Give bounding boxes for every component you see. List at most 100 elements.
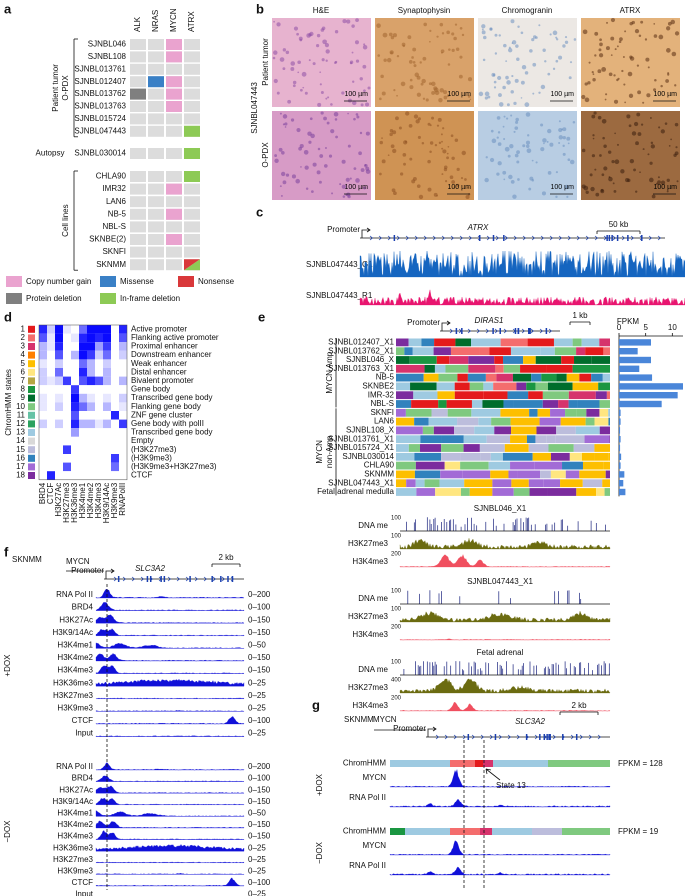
track-label: H3K9me3 bbox=[57, 704, 93, 713]
cell-dot bbox=[592, 73, 595, 76]
state-block bbox=[512, 373, 532, 382]
exon bbox=[543, 734, 546, 740]
promoter-arrow bbox=[427, 726, 437, 737]
cell-dot bbox=[674, 84, 677, 87]
heat-cell bbox=[111, 376, 119, 386]
cell-dot bbox=[467, 186, 470, 189]
mark-label: H3K27Ac bbox=[54, 483, 63, 517]
heat-cell bbox=[71, 445, 79, 454]
cell-dot bbox=[324, 43, 330, 48]
state-label: CTCF bbox=[131, 471, 152, 480]
cell-dot bbox=[276, 91, 280, 95]
chevron bbox=[489, 734, 494, 740]
track-label: BRD4 bbox=[72, 603, 94, 612]
cell-dot bbox=[328, 154, 333, 158]
cell-dot bbox=[355, 178, 360, 183]
signal bbox=[389, 866, 611, 876]
cell-dot bbox=[624, 30, 627, 33]
cell-dot bbox=[532, 92, 535, 95]
scale-bar-label: 100 µm bbox=[448, 91, 472, 98]
heat-cell bbox=[111, 402, 119, 411]
scale-bar-label: 100 µm bbox=[654, 91, 678, 98]
state-swatch bbox=[28, 403, 35, 411]
exon bbox=[189, 576, 191, 582]
state-block bbox=[479, 347, 490, 356]
cell-dot bbox=[441, 32, 445, 35]
cell-dot bbox=[503, 43, 507, 48]
state-block bbox=[575, 426, 600, 435]
alteration bbox=[130, 88, 146, 100]
cell bbox=[166, 171, 182, 182]
heat-cell bbox=[87, 462, 95, 472]
legend-swatch bbox=[100, 276, 116, 287]
state-block bbox=[396, 373, 424, 382]
heat-cell bbox=[79, 419, 87, 429]
cell-dot bbox=[654, 79, 657, 82]
heat-cell bbox=[55, 411, 63, 420]
cell-dot bbox=[634, 28, 640, 34]
cell-dot bbox=[600, 189, 605, 194]
state-block bbox=[569, 452, 582, 461]
cell-dot bbox=[403, 162, 406, 166]
cell-dot bbox=[311, 190, 314, 194]
cell-dot bbox=[594, 54, 597, 57]
state-swatch bbox=[28, 394, 35, 402]
cell-dot bbox=[341, 184, 346, 189]
cell-dot bbox=[562, 44, 566, 48]
cell-dot bbox=[506, 117, 509, 120]
heat-cell bbox=[95, 462, 103, 472]
cell-dot bbox=[606, 21, 608, 24]
cell-dot bbox=[327, 96, 330, 99]
cell-dot bbox=[303, 149, 309, 155]
cell-dot bbox=[581, 148, 586, 153]
cell-dot bbox=[593, 111, 597, 115]
cell-dot bbox=[564, 184, 569, 190]
cell-dot bbox=[333, 111, 339, 117]
heat-cell bbox=[95, 342, 103, 351]
cell-dot bbox=[352, 80, 355, 83]
state-block bbox=[556, 373, 567, 382]
track-range: 0–150 bbox=[248, 666, 271, 675]
cell-dot bbox=[379, 97, 382, 101]
exon bbox=[606, 235, 608, 241]
cell bbox=[130, 148, 146, 159]
chevron bbox=[531, 235, 536, 241]
chevron bbox=[570, 734, 575, 740]
state-block bbox=[408, 338, 422, 347]
cell-dot bbox=[459, 26, 463, 30]
sample-label: SJNBL013762 bbox=[74, 89, 126, 98]
heat-cell bbox=[71, 393, 79, 403]
heat-cell bbox=[55, 436, 63, 446]
state-block bbox=[547, 488, 577, 496]
cell-dot bbox=[569, 159, 575, 165]
chevron bbox=[396, 235, 401, 241]
cell-dot bbox=[583, 185, 589, 191]
cell-dot bbox=[610, 54, 613, 57]
chevron bbox=[588, 734, 593, 740]
state-block bbox=[542, 400, 559, 408]
track-scale: 200 bbox=[391, 696, 402, 702]
state-block bbox=[396, 461, 416, 470]
heat-cell bbox=[111, 436, 119, 446]
cell-dot bbox=[308, 140, 312, 144]
heat-cell bbox=[63, 419, 71, 429]
cell-dot bbox=[302, 86, 305, 89]
heat-cell bbox=[119, 385, 127, 394]
cell-dot bbox=[644, 38, 648, 41]
track-label: DNA me bbox=[358, 665, 388, 674]
cell-dot bbox=[552, 67, 556, 71]
cell-dot bbox=[388, 32, 393, 37]
cell-dot bbox=[558, 135, 563, 140]
cell-dot bbox=[443, 167, 448, 172]
cell-dot bbox=[491, 72, 496, 77]
cell-dot bbox=[409, 157, 413, 161]
sample-label: LAN6 bbox=[106, 197, 127, 206]
state-block bbox=[532, 452, 551, 461]
cell-dot bbox=[342, 19, 347, 24]
state-block bbox=[599, 408, 609, 417]
state-swatch bbox=[28, 377, 35, 385]
state-block bbox=[576, 347, 586, 356]
heat-cell bbox=[63, 376, 71, 386]
state-block bbox=[528, 444, 549, 452]
cell-dot bbox=[674, 122, 679, 127]
